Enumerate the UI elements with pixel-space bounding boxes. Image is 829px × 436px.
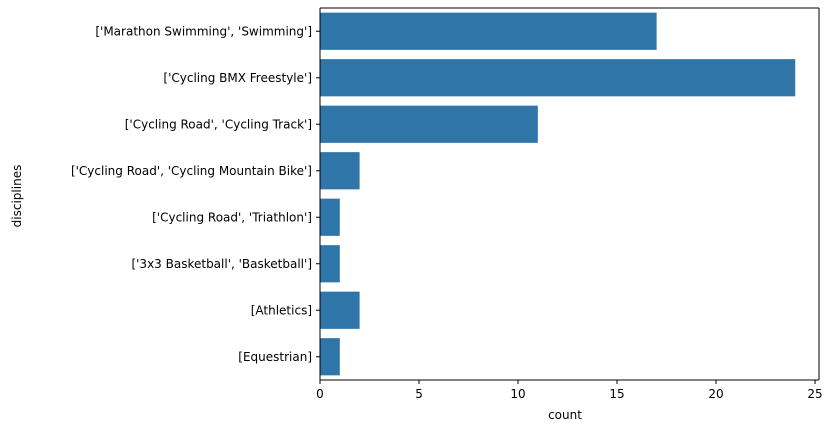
bars-layer [320,12,796,376]
y-tick-label: ['3x3 Basketball', 'Basketball'] [131,257,312,271]
bar [320,59,796,97]
x-tick-label: 10 [510,387,525,401]
y-tick-label: ['Marathon Swimming', 'Swimming'] [95,24,312,38]
y-tick-label: ['Cycling Road', 'Cycling Track'] [125,117,312,131]
y-tick-label: [Athletics] [251,303,312,317]
y-tick-label: ['Cycling Road', 'Triathlon'] [152,210,312,224]
x-tick-label: 20 [708,387,723,401]
bar [320,245,340,283]
x-axis-title: count [548,408,582,422]
bar [320,152,360,190]
bar [320,198,340,236]
x-tick-label: 5 [415,387,423,401]
y-tick-label: [Equestrian] [238,350,312,364]
y-tick-label: ['Cycling BMX Freestyle'] [163,71,312,85]
bar [320,291,360,329]
axes-layer [319,7,820,381]
ticks-layer: ['Marathon Swimming', 'Swimming'] ['Cycli… [71,24,823,401]
bar [320,105,538,143]
x-tick-label: 0 [316,387,324,401]
bar [320,338,340,376]
y-axis-title: disciplines [10,165,24,228]
x-tick-label: 25 [807,387,822,401]
y-tick-label: ['Cycling Road', 'Cycling Mountain Bike'… [71,164,312,178]
x-tick-label: 15 [609,387,624,401]
bar [320,12,657,50]
